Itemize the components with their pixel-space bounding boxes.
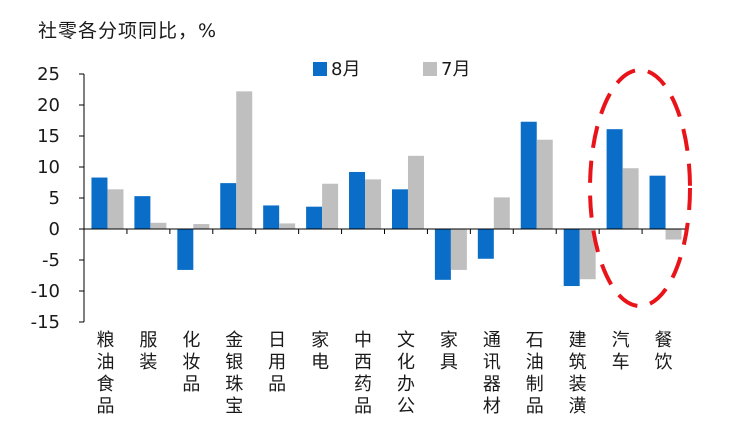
y-tick-label: 25 xyxy=(37,64,60,85)
category-label: 金银珠宝 xyxy=(225,330,243,417)
legend-swatch-1 xyxy=(423,62,437,76)
bar-jul-7 xyxy=(407,155,424,229)
bar-aug-7 xyxy=(391,189,408,229)
highlight-ellipse xyxy=(588,68,692,308)
bar-aug-3 xyxy=(220,183,237,229)
y-tick-label: 15 xyxy=(37,126,60,147)
bar-aug-9 xyxy=(477,229,494,259)
category-label: 通讯器材 xyxy=(483,330,501,417)
category-label: 化妆品 xyxy=(182,330,200,395)
bar-jul-8 xyxy=(450,229,467,270)
bar-jul-1 xyxy=(150,222,167,229)
category-labels: 粮油食品 服装 化妆品 金银珠宝 日用品 家电 中西药品 文化办公 家具 通讯器材 石油制品 建筑装潢… xyxy=(96,330,672,417)
legend: 8月 7月 xyxy=(313,59,470,80)
bar-aug-13 xyxy=(649,175,666,229)
y-tick-label: 10 xyxy=(37,157,60,178)
chart-title: 社零各分项同比，% xyxy=(38,20,218,42)
bar-jul-10 xyxy=(536,139,553,229)
legend-label-0: 8月 xyxy=(331,59,360,80)
bar-aug-2 xyxy=(177,229,194,270)
legend-label-1: 7月 xyxy=(441,59,470,80)
bar-aug-1 xyxy=(134,196,151,229)
category-label: 日用品 xyxy=(268,330,286,395)
bar-aug-12 xyxy=(606,129,623,229)
bar-jul-4 xyxy=(279,223,296,229)
category-label: 文化办公 xyxy=(397,330,415,417)
y-tick-label: -15 xyxy=(31,312,60,333)
y-tick-label: -10 xyxy=(31,281,60,302)
bar-aug-4 xyxy=(263,205,280,229)
bar-aug-5 xyxy=(306,206,323,229)
bar-jul-9 xyxy=(493,197,510,229)
bar-jul-13 xyxy=(665,229,682,240)
y-tick-label: 5 xyxy=(49,188,60,209)
category-label: 粮油食品 xyxy=(96,330,114,417)
category-label: 中西药品 xyxy=(354,330,372,417)
category-label: 服装 xyxy=(139,330,157,373)
category-label: 汽车 xyxy=(612,330,630,373)
y-tick-label: 20 xyxy=(37,95,60,116)
bar-jul-5 xyxy=(322,183,339,229)
bar-aug-11 xyxy=(563,229,580,287)
bar-jul-11 xyxy=(579,229,596,280)
legend-swatch-0 xyxy=(313,62,327,76)
bar-aug-6 xyxy=(349,171,366,229)
y-axis: 25 20 15 10 5 0 -5 -10 -15 xyxy=(31,64,85,333)
y-tick-label: -5 xyxy=(42,250,60,271)
bar-jul-0 xyxy=(107,189,124,229)
bar-aug-0 xyxy=(91,177,108,229)
category-label: 餐饮 xyxy=(655,330,673,373)
bar-jul-3 xyxy=(236,91,253,229)
bar-jul-6 xyxy=(365,179,382,229)
category-label: 石油制品 xyxy=(526,330,544,417)
y-tick-label: 0 xyxy=(49,219,60,240)
category-label: 建筑装潢 xyxy=(569,330,587,417)
bar-aug-8 xyxy=(434,229,451,280)
bar-jul-12 xyxy=(622,168,639,229)
bars-group xyxy=(91,91,682,287)
bar-jul-2 xyxy=(193,224,210,229)
bar-aug-10 xyxy=(520,121,537,229)
category-label: 家电 xyxy=(311,330,329,373)
category-label: 家具 xyxy=(440,330,458,373)
